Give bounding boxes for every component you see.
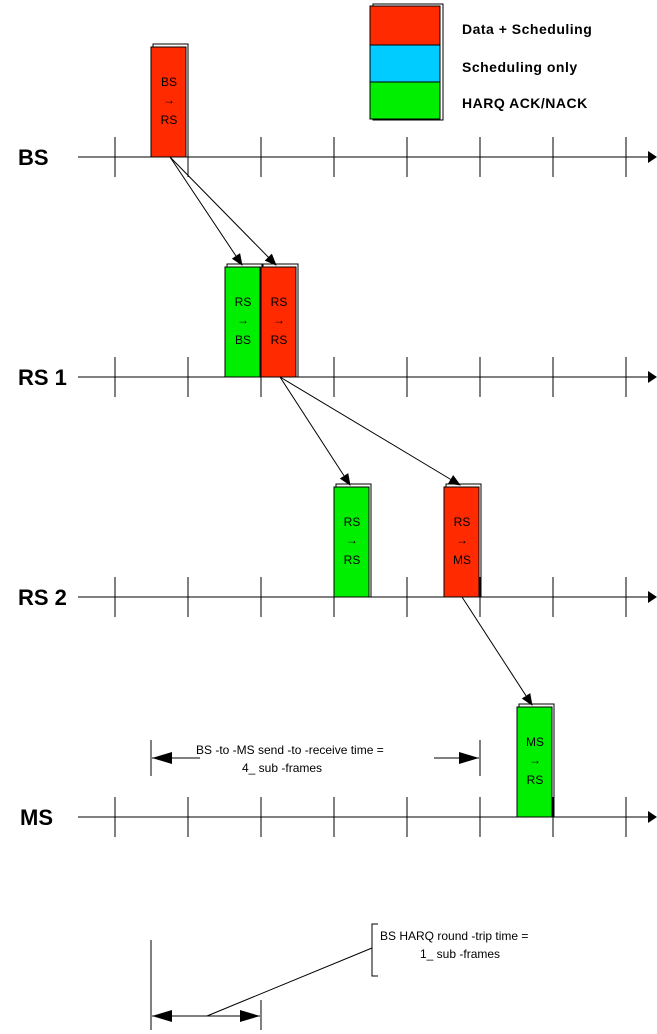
legend-label-scheduling: Scheduling only (462, 59, 578, 75)
block-rs2-to-ms: RS → MS (443, 483, 482, 598)
block-rs2-to-rs-line1: RS (344, 515, 361, 529)
legend-swatch-scheduling (369, 44, 441, 83)
block-rs2-to-rs: RS → RS (333, 483, 372, 598)
legend-swatch-data (369, 5, 441, 46)
block-rs1-to-bs-line2: BS (235, 333, 251, 347)
round-trip-time-line2: 1_ sub -frames (420, 947, 500, 961)
block-bs-to-rs-line2: RS (161, 113, 178, 127)
block-rs1-to-bs-line1: RS (235, 295, 252, 309)
block-ms-to-rs: MS → RS (516, 703, 555, 818)
send-receive-time-line2: 4_ sub -frames (242, 761, 322, 775)
legend-label-data: Data + Scheduling (462, 21, 592, 37)
transmission-arrows (169, 156, 533, 706)
arrow-rs1-to-rs2-data (279, 376, 461, 486)
send-receive-time-line1: BS -to -MS send -to -receive time = (196, 743, 384, 757)
legend-swatch-harq (369, 81, 441, 120)
block-rs1-to-bs-arrow: → (237, 313, 249, 327)
lane-ms: MS (20, 805, 657, 830)
lane-label-bs: BS (18, 145, 49, 170)
arrow-bs-to-rs1-harq (169, 156, 243, 266)
round-trip-time-line1: BS HARQ round -trip time = (380, 929, 528, 943)
block-bs-to-rs-arrow: → (163, 93, 175, 107)
legend: Data + Scheduling Scheduling only HARQ A… (369, 3, 592, 121)
block-bs-to-rs-line1: BS (161, 75, 177, 89)
block-rs2-to-rs-line2: RS (344, 553, 361, 567)
round-trip-time-annotation: BS HARQ round -trip time = 1_ sub -frame… (150, 923, 528, 1030)
block-rs2-to-rs-arrow: → (346, 533, 358, 547)
block-rs1-to-rs-line2: RS (271, 333, 288, 347)
legend-label-harq: HARQ ACK/NACK (462, 95, 588, 111)
lane-rs1: RS 1 (18, 365, 657, 390)
arrow-rs1-to-rs2-harq (279, 376, 351, 486)
block-rs2-to-ms-line1: RS (454, 515, 471, 529)
lane-label-rs1: RS 1 (18, 365, 67, 390)
lane-bs: BS (18, 145, 657, 170)
block-rs2-to-ms-arrow: → (456, 533, 468, 547)
block-rs1-to-rs-arrow: → (273, 313, 285, 327)
block-ms-to-rs-line1: MS (526, 735, 544, 749)
tick-marks (114, 137, 627, 837)
block-ms-to-rs-line2: RS (527, 773, 544, 787)
block-rs1-to-rs-line1: RS (271, 295, 288, 309)
block-ms-to-rs-arrow: → (529, 753, 541, 767)
lane-label-rs2: RS 2 (18, 585, 67, 610)
block-rs2-to-ms-line2: MS (453, 553, 471, 567)
lane-label-ms: MS (20, 805, 53, 830)
block-rs1-to-bs: RS → BS (224, 263, 263, 378)
arrow-bs-to-rs1-data (169, 156, 277, 266)
arrow-rs2-to-ms (461, 596, 533, 706)
block-bs-to-rs: BS → RS (150, 43, 189, 158)
block-rs1-to-rs: RS → RS (260, 263, 299, 378)
send-receive-time-annotation: BS -to -MS send -to -receive time = 4_ s… (150, 740, 481, 776)
